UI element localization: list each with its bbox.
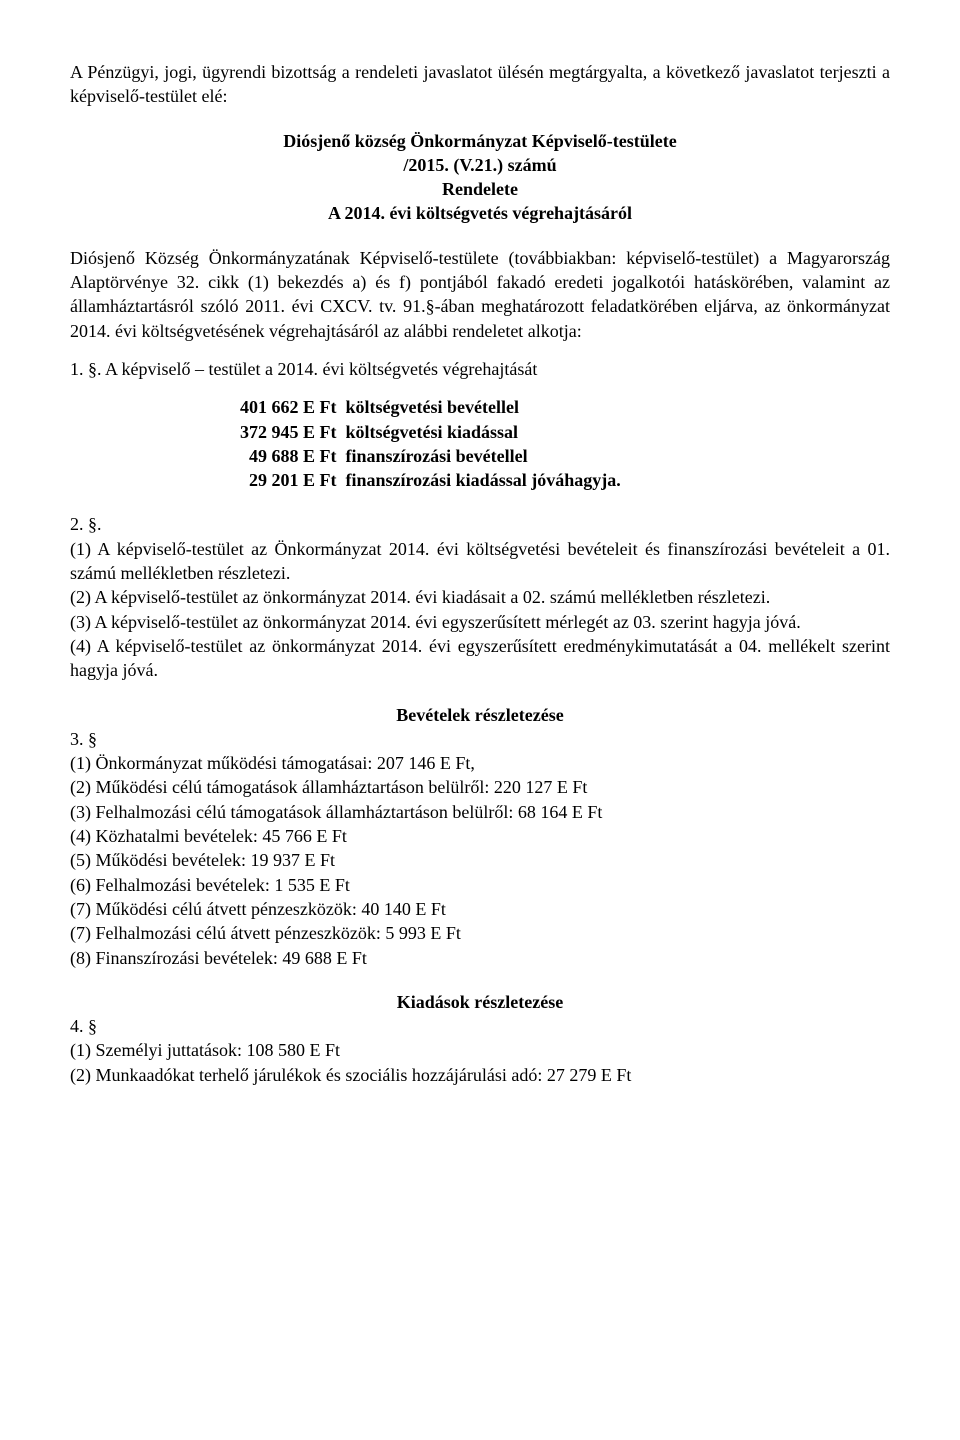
section-2-item-3: (3) A képviselő-testület az önkormányzat… [70, 610, 890, 634]
section-2-item-4: (4) A képviselő-testület az önkormányzat… [70, 634, 890, 683]
section-4-item-2: (2) Munkaadókat terhelő járulékok és szo… [70, 1063, 890, 1087]
section-3-item-4: (4) Közhatalmi bevételek: 45 766 E Ft [70, 824, 890, 848]
section-4-head: 4. § [70, 1014, 890, 1038]
title-line-3: Rendelete [70, 177, 890, 201]
title-line-4: A 2014. évi költségvetés végrehajtásáról [70, 201, 890, 225]
section-3-item-8: (7) Felhalmozási célú átvett pénzeszközö… [70, 921, 890, 945]
section-2-item-2: (2) A képviselő-testület az önkormányzat… [70, 585, 890, 609]
section-3-item-7: (7) Működési célú átvett pénzeszközök: 4… [70, 897, 890, 921]
amount-row-1: 401 662 E Ft költségvetési bevétellel [240, 395, 890, 419]
section-3-item-6: (6) Felhalmozási bevételek: 1 535 E Ft [70, 873, 890, 897]
revenues-title: Bevételek részletezése [70, 703, 890, 727]
section-1-lead: 1. §. A képviselő – testület a 2014. évi… [70, 357, 890, 381]
amount-row-4: 29 201 E Ft finanszírozási kiadással jóv… [240, 468, 890, 492]
section-3-item-9: (8) Finanszírozási bevételek: 49 688 E F… [70, 946, 890, 970]
title-line-1: Diósjenő község Önkormányzat Képviselő-t… [70, 129, 890, 153]
expenses-title: Kiadások részletezése [70, 990, 890, 1014]
section-3-item-1: (1) Önkormányzat működési támogatásai: 2… [70, 751, 890, 775]
section-3-item-3: (3) Felhalmozási célú támogatások államh… [70, 800, 890, 824]
section-3-item-2: (2) Működési célú támogatások államházta… [70, 775, 890, 799]
amount-row-3: 49 688 E Ft finanszírozási bevétellel [240, 444, 890, 468]
section-4-item-1: (1) Személyi juttatások: 108 580 E Ft [70, 1038, 890, 1062]
title-line-2: /2015. (V.21.) számú [70, 153, 890, 177]
amount-row-2: 372 945 E Ft költségvetési kiadással [240, 420, 890, 444]
section-3-head: 3. § [70, 727, 890, 751]
preamble-paragraph: Diósjenő Község Önkormányzatának Képvise… [70, 246, 890, 343]
intro-paragraph: A Pénzügyi, jogi, ügyrendi bizottság a r… [70, 60, 890, 109]
amounts-block: 401 662 E Ft költségvetési bevétellel 37… [240, 395, 890, 492]
section-2-head: 2. §. [70, 512, 890, 536]
section-2-item-1: (1) A képviselő-testület az Önkormányzat… [70, 537, 890, 586]
section-3-item-5: (5) Működési bevételek: 19 937 E Ft [70, 848, 890, 872]
